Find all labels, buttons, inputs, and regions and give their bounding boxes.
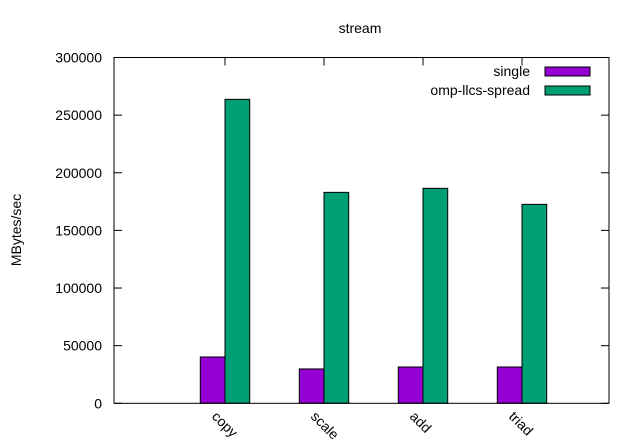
bar-omp-llcs-spread-scale bbox=[323, 191, 350, 404]
x-tick-label: copy bbox=[209, 408, 241, 440]
legend-label: omp-llcs-spread bbox=[430, 82, 530, 98]
bar-single-copy bbox=[199, 356, 226, 404]
y-axis-label: MBytes/sec bbox=[8, 194, 24, 266]
chart-title: stream bbox=[339, 20, 382, 36]
y-tick-label: 100000 bbox=[55, 280, 102, 296]
legend: single omp-llcs-spread bbox=[430, 63, 591, 98]
y-tick-label: 150000 bbox=[55, 222, 102, 238]
plot-frame bbox=[113, 57, 610, 404]
bar-omp-llcs-spread-add bbox=[422, 187, 449, 404]
bar-omp-llcs-spread-copy bbox=[224, 98, 251, 404]
bar-single-scale bbox=[298, 368, 325, 404]
y-tick-label: 250000 bbox=[55, 107, 102, 123]
y-tick-label: 0 bbox=[94, 395, 102, 411]
bar-omp-llcs-spread-triad bbox=[521, 203, 548, 404]
bar-single-add bbox=[397, 366, 424, 404]
x-tick-label: triad bbox=[506, 408, 537, 439]
bar-single-triad bbox=[496, 366, 523, 404]
y-tick-label: 300000 bbox=[55, 50, 102, 66]
legend-swatch bbox=[544, 85, 591, 96]
x-tick-label: scale bbox=[308, 408, 343, 443]
y-tick-label: 200000 bbox=[55, 165, 102, 181]
legend-label: single bbox=[493, 63, 530, 79]
y-tick-label: 50000 bbox=[63, 338, 102, 354]
x-tick-label: add bbox=[407, 408, 435, 436]
legend-swatch bbox=[544, 66, 591, 77]
